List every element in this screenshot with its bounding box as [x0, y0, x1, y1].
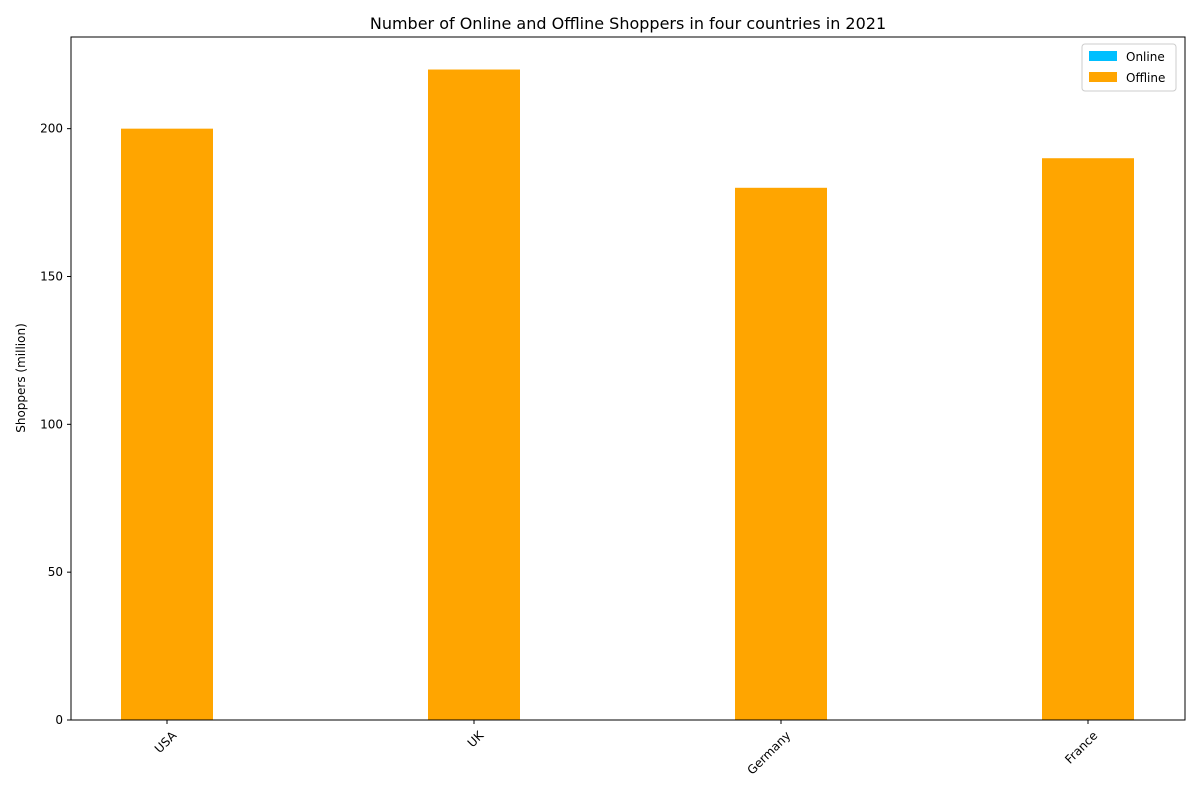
y-tick-label: 150: [40, 269, 63, 283]
legend-label-online: Online: [1126, 50, 1165, 64]
y-tick-label: 50: [48, 565, 63, 579]
bars-layer: [121, 69, 1134, 721]
y-axis-label: Shoppers (million): [14, 323, 28, 433]
legend-label-offline: Offline: [1126, 71, 1165, 85]
y-axis-ticks: 0 50 100 150 200: [40, 122, 71, 727]
bar-offline-germany: [735, 187, 827, 720]
y-tick-label: 100: [40, 417, 63, 431]
y-tick-label: 200: [40, 122, 63, 136]
bar-offline-usa: [121, 128, 213, 720]
plot-frame: [70, 36, 1186, 721]
legend: Online Offline: [1081, 43, 1177, 92]
bar-offline-france: [1042, 158, 1134, 721]
chart-title: Number of Online and Offline Shoppers in…: [370, 14, 886, 33]
bar-offline-uk: [428, 69, 520, 721]
y-tick-label: 0: [55, 713, 63, 727]
legend-swatch-online: [1089, 51, 1117, 61]
legend-swatch-offline: [1089, 72, 1117, 82]
